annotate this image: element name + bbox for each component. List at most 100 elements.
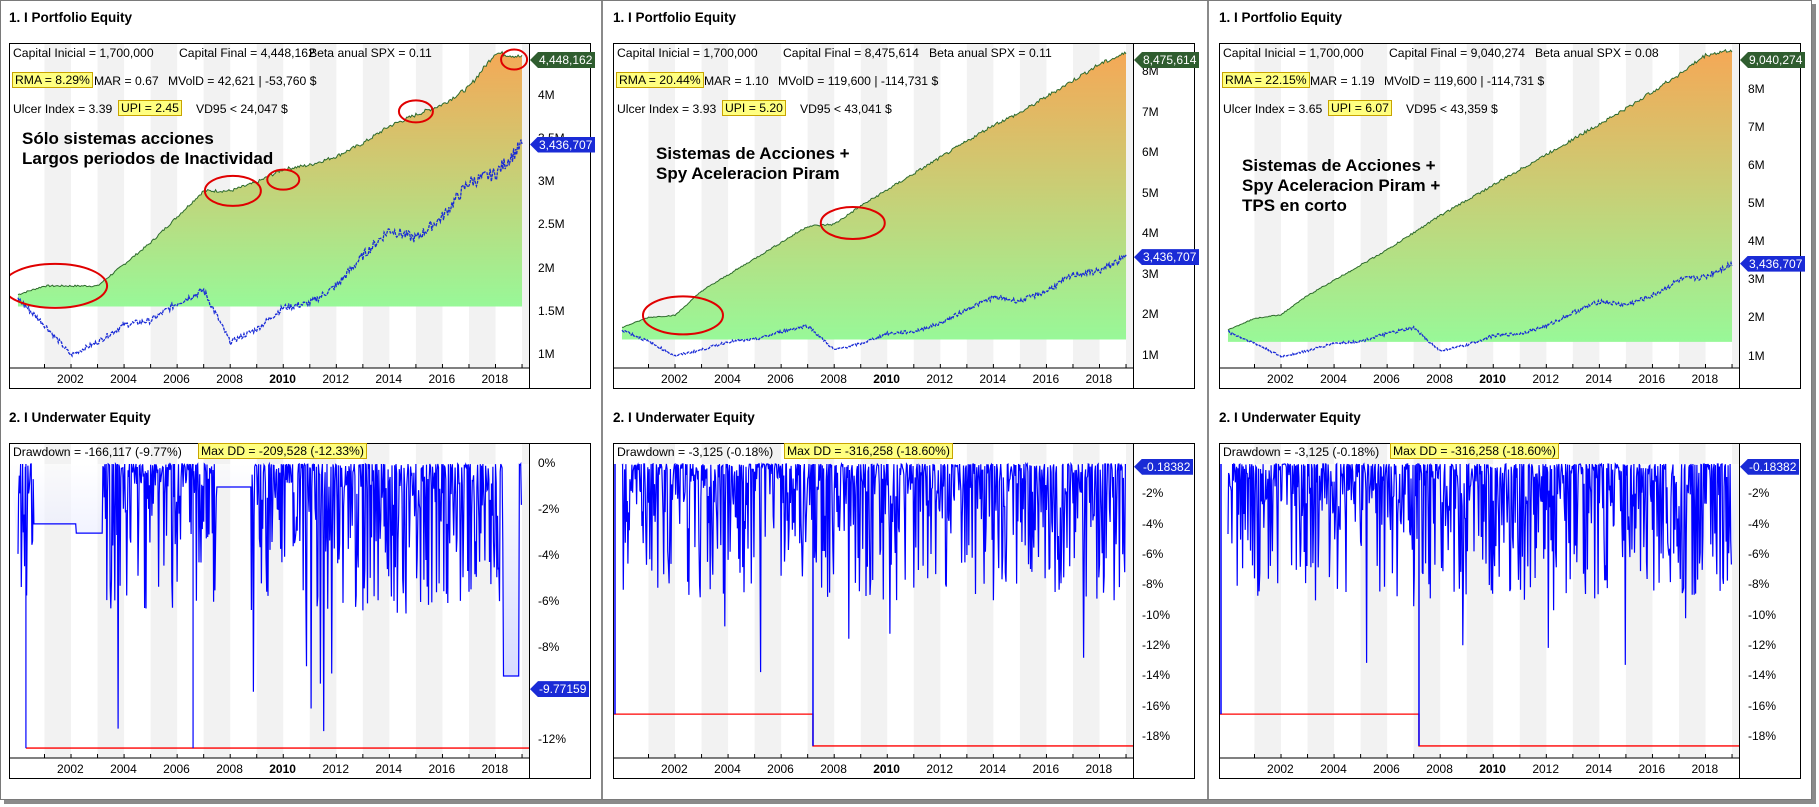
x-tick-label: 2002 <box>57 372 84 386</box>
stat-upi: UPI = 2.45 <box>118 100 182 116</box>
underwater-panel-title: 2. I Underwater Equity <box>1219 410 1361 425</box>
equity-line <box>621 51 1127 328</box>
stat-mar: MAR = 1.19 <box>1310 74 1375 88</box>
x-gridlines <box>43 364 523 368</box>
x-tick-label: 2004 <box>714 372 741 386</box>
equity-last-value-tag: 4,448,162 <box>530 52 596 68</box>
x-tick-label: 2008 <box>820 762 847 776</box>
equity-last-value-tag: 8,475,614 <box>1134 52 1200 68</box>
y-tick-label: -4% <box>1748 516 1770 531</box>
y-tick-label: 4M <box>538 87 555 102</box>
x-tick-label: 2012 <box>1532 762 1560 776</box>
x-tick-label: 2016 <box>1032 762 1060 776</box>
y-tick-label: -12% <box>538 732 567 747</box>
year-band <box>522 444 530 758</box>
highlight-ellipse <box>641 295 724 336</box>
y-tick-label: 3M <box>538 174 555 189</box>
x-tick-label: 2006 <box>767 762 794 776</box>
x-tick-label: 2012 <box>926 372 954 386</box>
y-tick-label: 2M <box>538 260 555 275</box>
equity-chart-svg <box>1220 44 1740 388</box>
year-band <box>1360 444 1388 758</box>
y-tick-label: 8M <box>1748 81 1765 96</box>
x-tick-label: 2008 <box>820 372 847 386</box>
y-tick-label: -10% <box>1748 607 1777 622</box>
stat-capital-inicial: Capital Inicial = 1,700,000 <box>13 46 154 60</box>
x-tick-label: 2004 <box>110 762 137 776</box>
x-tick-label: 2018 <box>1085 762 1113 776</box>
x-tick-label: 2010 <box>873 762 900 776</box>
x-tick-label: 2006 <box>1373 762 1400 776</box>
y-tick-label: -6% <box>538 594 560 609</box>
spy-last-value-tag: 3,436,707 <box>1740 255 1806 272</box>
stat-upi: UPI = 6.07 <box>1328 100 1392 116</box>
x-tick-label: 2010 <box>1479 372 1506 386</box>
highlight-ellipse <box>819 206 886 241</box>
x-tick-label: 2018 <box>1085 372 1113 386</box>
x-tick-label: 2002 <box>1267 372 1294 386</box>
x-tick-label: 2014 <box>1585 372 1613 386</box>
strategy-annotation: Sistemas de Acciones + Spy Aceleracion P… <box>1242 156 1441 215</box>
equity-plot: 1M 2M 3M 4M 5M 6M 7M 8M 2002 2004 2006 2008 2010 2012… <box>1219 43 1806 389</box>
y-tick-label: 2M <box>1142 307 1159 322</box>
y-tick-label: 3M <box>1748 272 1765 287</box>
x-tick-label: 2008 <box>216 762 243 776</box>
y-tick-label: -12% <box>1142 637 1171 652</box>
chart-panel-1: 1. I Portfolio Equity 2. I Underwater Equ… <box>1 1 603 799</box>
x-tick-label: 2004 <box>1320 372 1347 386</box>
stat-vd95: VD95 < 43,359 $ <box>1406 102 1498 116</box>
x-tick-label: 2010 <box>269 372 296 386</box>
year-band <box>44 44 72 368</box>
x-tick-label: 2006 <box>163 762 190 776</box>
highlight-ellipse <box>203 174 262 207</box>
x-tick-label: 2010 <box>873 372 900 386</box>
stat-capital-final: Capital Final = 4,448,162 <box>179 46 315 60</box>
x-tick-label: 2002 <box>661 372 688 386</box>
stat-drawdown: Drawdown = -3,125 (-0.18%) <box>617 445 774 459</box>
stat-rma: RMA = 22.15% <box>1222 72 1310 88</box>
stat-drawdown: Drawdown = -3,125 (-0.18%) <box>1223 445 1380 459</box>
y-tick-label: 4M <box>1142 226 1159 241</box>
x-tick-label: 2002 <box>661 762 688 776</box>
chart-panel-3: 1. I Portfolio Equity 2. I Underwater Equ… <box>1211 1 1811 799</box>
y-tick-label: 7M <box>1142 104 1159 119</box>
x-tick-label: 2018 <box>481 372 509 386</box>
y-tick-label: -6% <box>1748 546 1770 561</box>
underwater-line <box>621 461 1126 673</box>
x-gridlines <box>647 364 1127 368</box>
spy-line <box>17 139 523 358</box>
x-tick-label: 2016 <box>1638 762 1666 776</box>
x-tick-label: 2006 <box>163 372 190 386</box>
stat-mvold: MVolD = 119,600 | -114,731 $ <box>1384 74 1545 88</box>
stat-capital-final: Capital Final = 8,475,614 <box>783 46 919 60</box>
equity-area <box>17 51 523 307</box>
x-tick-label: 2018 <box>1691 372 1719 386</box>
stat-vd95: VD95 < 24,047 $ <box>196 102 288 116</box>
x-tick-label: 2004 <box>714 762 741 776</box>
underwater-last-value-tag: -0.18382 <box>1740 458 1800 475</box>
x-tick-label: 2004 <box>1320 762 1347 776</box>
y-tick-label: 3M <box>1142 266 1159 281</box>
stat-capital-inicial: Capital Inicial = 1,700,000 <box>1223 46 1364 60</box>
underwater-panel-title: 2. I Underwater Equity <box>613 410 755 425</box>
year-band <box>1732 44 1740 368</box>
equity-chart-svg <box>10 44 530 388</box>
y-tick-label: -8% <box>538 640 560 655</box>
equity-panel-title: 1. I Portfolio Equity <box>1219 10 1343 25</box>
y-tick-label: 0% <box>538 456 556 470</box>
y-tick-label: -14% <box>1748 668 1777 683</box>
underwater-plot: 0%-2%-4%-6%-8%-10%-12%200220042006200820… <box>9 443 591 779</box>
stat-beta: Beta anual SPX = 0.11 <box>929 46 1052 60</box>
y-tick-label: -2% <box>1748 486 1770 501</box>
stat-max-dd: Max DD = -316,258 (-18.60%) <box>784 443 953 459</box>
equity-plot: 1M 2M 3M 4M 5M 6M 7M 8M 2002 2004 2006 2008 2010 2012… <box>613 43 1200 389</box>
y-tick-label: 5M <box>1142 185 1159 200</box>
y-tick-label: -16% <box>1748 698 1777 713</box>
x-tick-label: 2010 <box>1479 762 1506 776</box>
stat-mar: MAR = 0.67 <box>94 74 159 88</box>
x-tick-label: 2014 <box>1585 762 1613 776</box>
y-tick-label: -12% <box>1748 637 1777 652</box>
highlight-ellipse <box>10 262 109 309</box>
year-band <box>754 444 782 758</box>
